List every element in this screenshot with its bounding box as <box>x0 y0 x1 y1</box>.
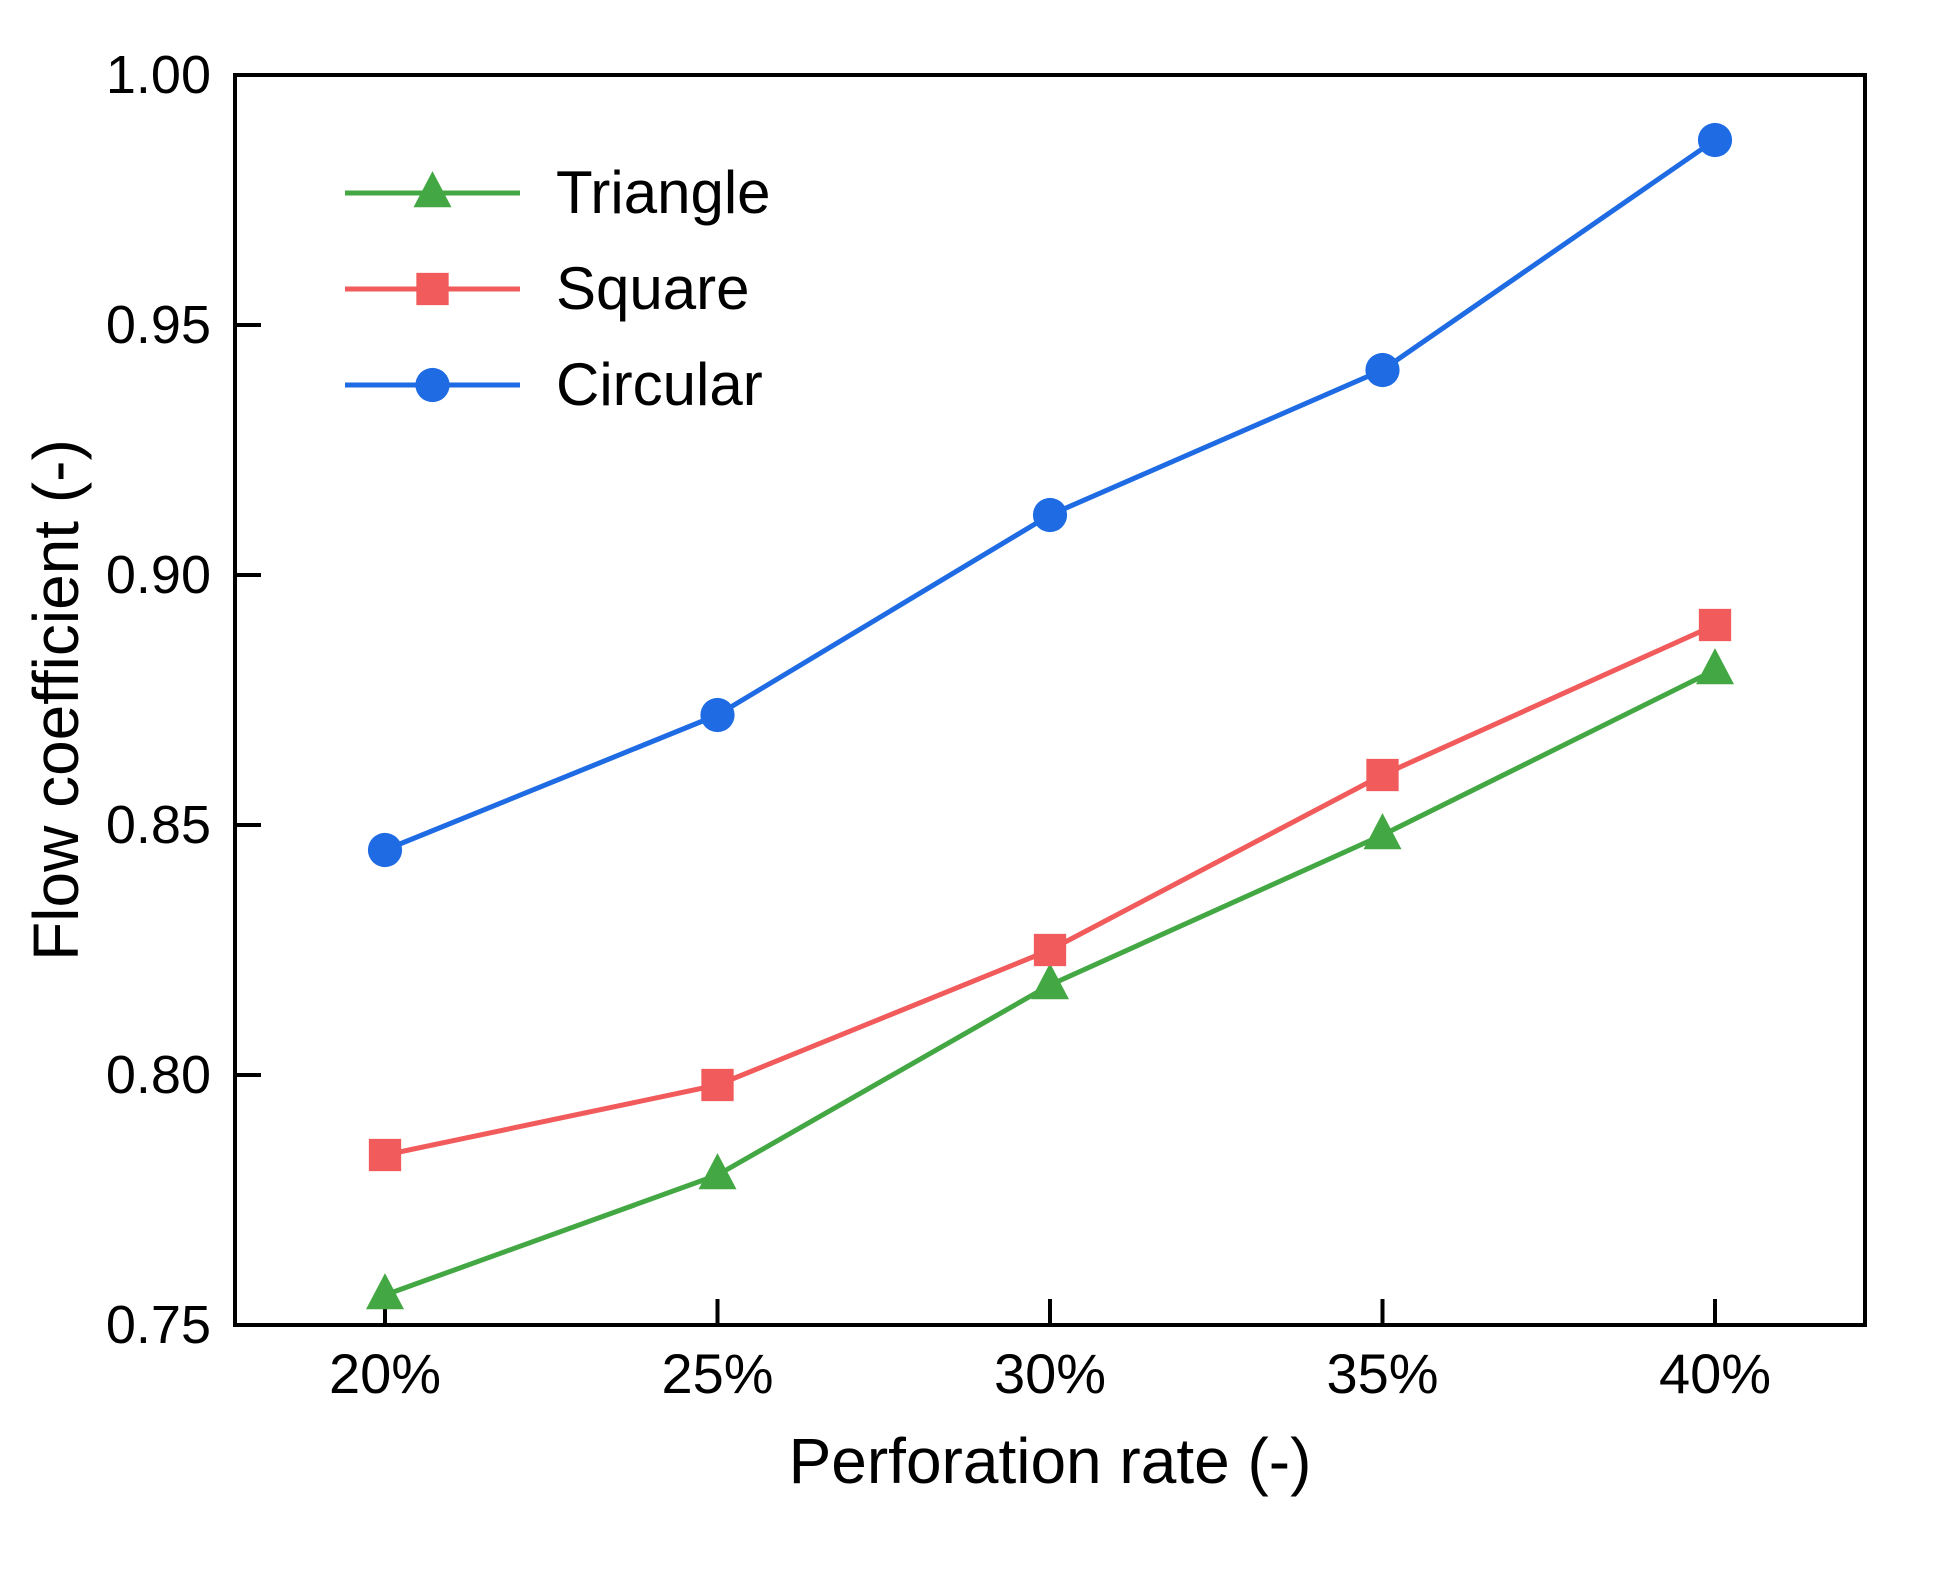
x-tick-label: 30% <box>994 1342 1106 1405</box>
y-axis: 0.75 0.80 0.85 0.90 0.95 1.00 <box>106 45 261 1355</box>
y-tick-label: 0.85 <box>106 795 211 855</box>
circle-marker <box>1365 352 1400 388</box>
square-marker <box>1366 758 1399 792</box>
triangle-marker <box>698 1153 737 1190</box>
legend-item-triangle: Triangle <box>345 159 771 226</box>
series-square <box>368 608 1732 1172</box>
triangle-marker <box>1031 963 1069 1000</box>
y-tick-label: 0.75 <box>106 1295 211 1355</box>
circle-marker <box>1697 122 1733 158</box>
circle-marker <box>700 697 735 733</box>
series-line <box>382 137 1718 853</box>
circle-marker <box>367 832 403 868</box>
triangle-marker <box>366 1273 404 1310</box>
legend-label: Square <box>556 255 749 322</box>
x-tick-label: 25% <box>661 1342 773 1405</box>
triangle-marker <box>1696 648 1734 685</box>
x-tick-label: 20% <box>329 1342 441 1405</box>
legend-label: Circular <box>556 351 763 418</box>
x-axis: 20% 25% 30% 35% 40% <box>329 1299 1771 1405</box>
square-marker <box>368 1138 402 1172</box>
square-marker <box>1033 933 1067 967</box>
triangle-marker <box>1363 813 1402 850</box>
y-tick-label: 0.80 <box>106 1045 211 1105</box>
square-legend-marker <box>416 272 449 306</box>
x-tick-label: 35% <box>1326 1342 1438 1405</box>
circle-marker <box>1032 497 1068 533</box>
legend: Triangle Square Circular <box>345 159 771 418</box>
y-tick-label: 0.90 <box>106 545 211 605</box>
legend-item-circular: Circular <box>345 351 763 418</box>
square-marker <box>701 1068 734 1102</box>
circle-legend-marker <box>415 367 450 403</box>
y-tick-label: 0.95 <box>106 295 211 355</box>
triangle-legend-marker <box>413 171 452 208</box>
series-triangle <box>366 648 1734 1310</box>
series-line <box>382 622 1718 1158</box>
y-tick-label: 1.00 <box>106 45 211 105</box>
square-marker <box>1698 608 1732 642</box>
y-axis-title: Flow coefficient (-) <box>20 439 92 961</box>
legend-label: Triangle <box>556 159 771 226</box>
x-tick-label: 40% <box>1659 1342 1771 1405</box>
legend-item-square: Square <box>345 255 749 322</box>
x-axis-title: Perforation rate (-) <box>789 1425 1312 1497</box>
series-circular <box>367 122 1733 868</box>
